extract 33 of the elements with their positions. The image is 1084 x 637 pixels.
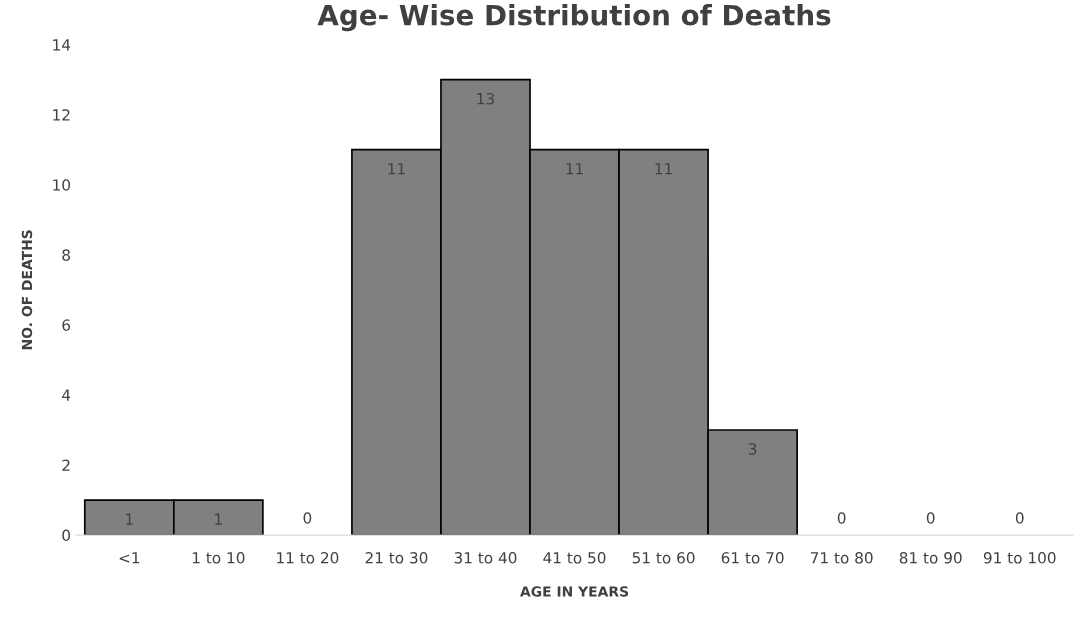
y-axis-title: NO. OF DEATHS (21, 230, 33, 350)
x-tick-label: 91 to 100 (983, 552, 1056, 564)
data-label: 1 (215, 513, 222, 525)
x-tick-label: 21 to 30 (365, 552, 428, 564)
y-tick-label: 0 (62, 529, 70, 542)
data-label: 11 (388, 163, 405, 175)
data-label: 1 (126, 513, 133, 525)
y-tick-label: 2 (62, 459, 70, 471)
x-tick-label: 41 to 50 (543, 552, 606, 564)
x-tick-label: 51 to 60 (632, 552, 695, 564)
x-axis-title: AGE IN YEARS (520, 586, 629, 597)
data-label: 11 (566, 163, 583, 175)
x-tick-label: 11 to 20 (277, 552, 339, 564)
x-tick-label: 1 to 10 (192, 552, 245, 564)
chart-title: Age- Wise Distribution of Deaths (317, 4, 831, 32)
data-label: 0 (303, 512, 312, 524)
x-tick-label: 71 to 80 (810, 552, 873, 564)
y-tick-label: 10 (53, 179, 70, 191)
y-tick-label: 14 (53, 39, 71, 51)
x-tick-label: <1 (119, 552, 140, 564)
x-tick-label: 61 to 70 (721, 552, 784, 564)
x-tick-label: 31 to 40 (454, 552, 517, 564)
data-label: 3 (748, 443, 757, 455)
data-label: 13 (477, 92, 494, 105)
data-label: 0 (837, 512, 846, 524)
y-tick-label: 6 (62, 319, 71, 331)
y-tick-label: 12 (53, 109, 70, 121)
data-label: 0 (1015, 512, 1024, 524)
y-tick-label: 8 (62, 249, 70, 261)
y-tick-label: 4 (62, 389, 71, 401)
data-label: 11 (655, 163, 672, 175)
x-tick-label: 81 to 90 (899, 552, 962, 564)
data-label: 0 (926, 512, 935, 524)
